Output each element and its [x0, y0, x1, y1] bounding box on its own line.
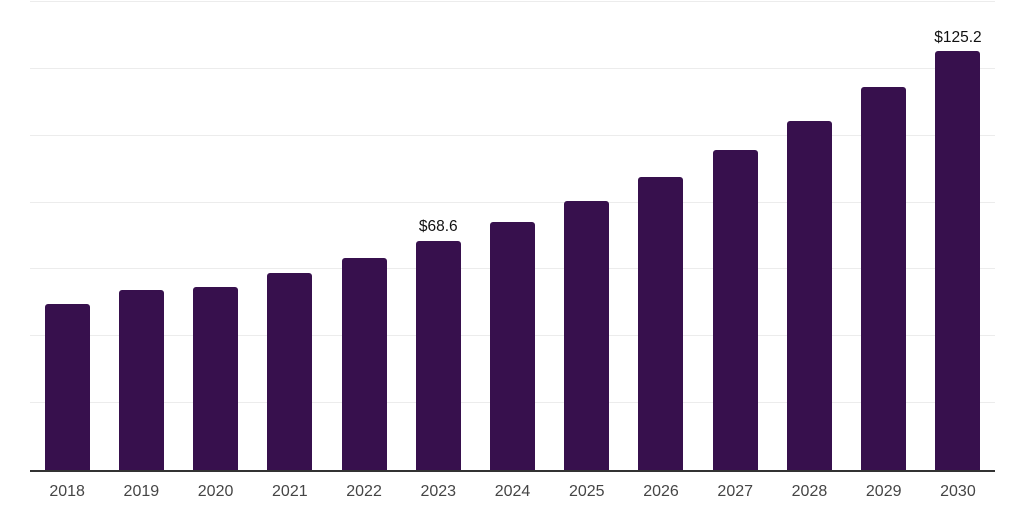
bar-2029 [861, 87, 907, 470]
x-tick-2021: 2021 [272, 483, 308, 500]
bar-column-2018 [30, 2, 104, 470]
x-tick-2030: 2030 [940, 483, 976, 500]
bar-2024 [490, 221, 536, 470]
bar-2022 [341, 257, 387, 470]
bar-2027 [712, 150, 758, 470]
bar-2020 [193, 286, 239, 470]
bars: $68.6 $125.2 [30, 2, 995, 470]
bar-2026 [638, 177, 684, 470]
bar-column-2028 [772, 2, 846, 470]
bar-2018 [44, 303, 90, 470]
bar-column-2019 [104, 2, 178, 470]
bar-column-2021 [253, 2, 327, 470]
bar-column-2020 [178, 2, 252, 470]
bar-value-label-2030: $125.2 [934, 28, 982, 46]
bar-value-label-2023: $68.6 [418, 218, 458, 236]
gridline-100 [30, 134, 995, 136]
x-tick-2020: 2020 [197, 483, 234, 500]
bar-column-2027 [698, 2, 772, 470]
x-tick-2028: 2028 [791, 483, 828, 500]
bar-column-2025 [550, 2, 624, 470]
gridline-120 [30, 67, 995, 69]
bar-2028 [786, 121, 832, 470]
bar-2025 [564, 200, 610, 470]
x-tick-2023: 2023 [420, 483, 457, 500]
x-tick-2026: 2026 [643, 483, 679, 500]
bar-column-2024 [475, 2, 549, 470]
x-tick-2024: 2024 [494, 483, 531, 500]
gridline-140 [30, 1, 995, 2]
gridline-80 [30, 201, 995, 203]
bar-2021 [267, 273, 313, 470]
x-axis-labels: 2018 2019 2020 2021 2022 2023 2024 2025 2026 2027… [30, 482, 995, 501]
bar-column-2022 [327, 2, 401, 470]
bar-2030 [935, 51, 981, 470]
bar-2023 [415, 240, 461, 470]
bar-column-2030: $125.2 [921, 2, 995, 470]
bar-column-2026 [624, 2, 698, 470]
x-tick-2018: 2018 [49, 483, 85, 500]
bar-column-2029 [847, 2, 921, 470]
x-tick-2029: 2029 [865, 483, 902, 500]
bar-column-2023: $68.6 [401, 2, 475, 470]
x-tick-2022: 2022 [346, 483, 382, 500]
x-tick-2025: 2025 [568, 483, 605, 500]
x-tick-2027: 2027 [717, 483, 754, 500]
plot-area: $68.6 $125.2 [30, 1, 995, 472]
bar-2019 [118, 289, 164, 470]
x-tick-2019: 2019 [123, 483, 160, 500]
